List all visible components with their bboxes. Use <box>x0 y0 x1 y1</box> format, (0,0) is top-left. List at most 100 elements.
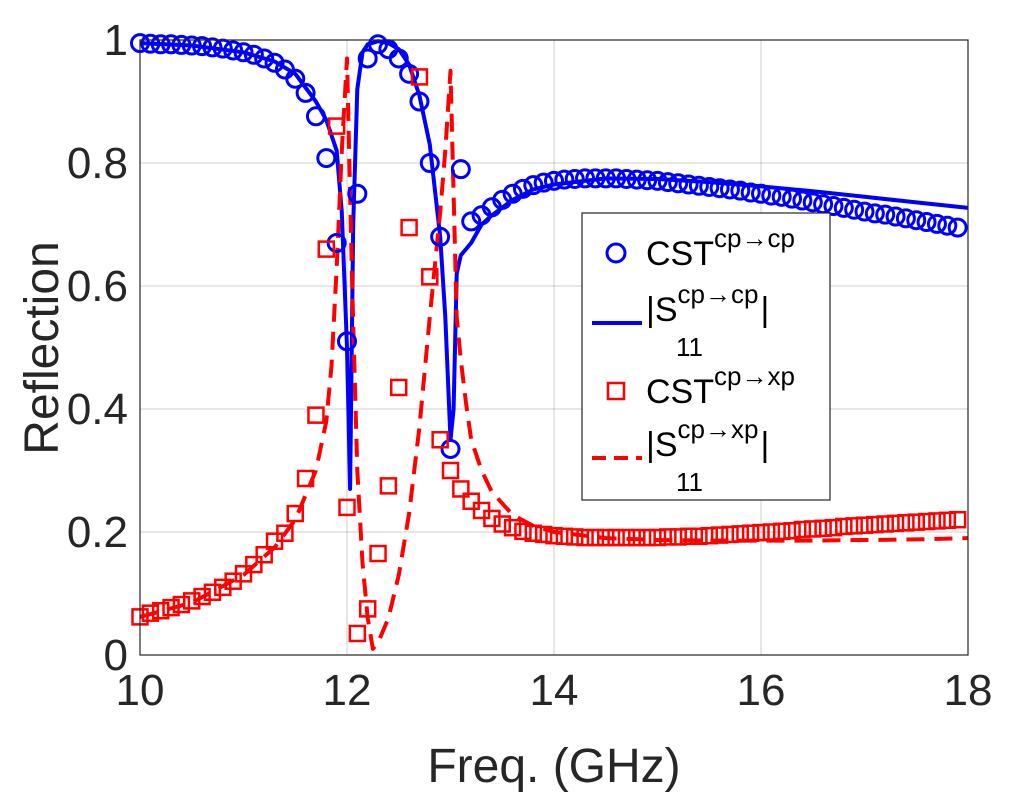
square-marker <box>690 527 708 546</box>
circle-marker <box>699 176 720 197</box>
circle-marker <box>523 175 544 196</box>
square-marker <box>462 492 480 510</box>
square-marker <box>648 528 667 547</box>
circle-marker <box>792 190 813 211</box>
square-marker <box>659 528 677 546</box>
legend-subscript-1: 11 <box>676 332 703 362</box>
circle-marker <box>771 186 792 207</box>
square-marker <box>607 528 625 547</box>
circle-marker <box>657 172 678 193</box>
square-marker <box>886 514 905 533</box>
square-marker <box>307 406 325 424</box>
circle-marker <box>719 179 740 200</box>
square-marker <box>762 523 781 541</box>
square-marker <box>214 578 232 597</box>
circle-marker <box>202 37 223 58</box>
circle-marker <box>688 175 709 196</box>
circle-marker <box>616 168 637 189</box>
square-marker <box>358 600 377 618</box>
circle-marker <box>937 215 958 236</box>
square-marker <box>555 527 574 546</box>
circle-marker <box>316 148 337 169</box>
square-marker <box>700 526 718 545</box>
square-marker <box>452 480 470 498</box>
circle-marker <box>305 106 326 127</box>
square-marker <box>493 515 511 533</box>
x-axis-title: Freq. (GHz) <box>427 740 680 793</box>
circle-marker <box>150 34 171 55</box>
legend-label-3: |Scp→xp| <box>646 414 769 464</box>
x-tick-label: 12 <box>323 666 372 715</box>
square-marker <box>741 524 760 542</box>
square-marker <box>545 526 563 545</box>
square-marker <box>897 514 915 532</box>
square-marker <box>141 604 160 622</box>
circle-marker <box>751 183 771 204</box>
circle-marker <box>564 168 585 189</box>
square-marker <box>845 517 863 535</box>
x-tick-label: 14 <box>530 666 579 715</box>
square-marker <box>410 68 429 86</box>
square-marker <box>731 525 750 543</box>
circle-marker <box>492 189 513 210</box>
circle-marker <box>181 35 202 56</box>
circle-marker <box>326 232 347 253</box>
square-marker <box>793 520 812 539</box>
square-marker <box>400 218 418 237</box>
square-marker <box>390 378 408 397</box>
square-marker <box>255 546 273 564</box>
square-marker <box>669 528 687 546</box>
circle-marker <box>264 52 285 73</box>
legend-label-1: |Scp→cp| <box>646 279 769 329</box>
square-marker <box>524 524 543 542</box>
y-tick-label: 0.8 <box>67 139 128 188</box>
square-marker <box>327 117 346 135</box>
circle-marker <box>140 33 161 54</box>
circle-marker <box>864 203 885 224</box>
y-tick-label: 0.2 <box>67 508 128 557</box>
circle-marker <box>916 212 937 233</box>
square-marker <box>534 525 553 544</box>
circle-marker <box>854 201 875 222</box>
circle-marker <box>430 226 451 247</box>
square-marker <box>917 512 936 531</box>
circle-marker <box>295 82 316 103</box>
circle-marker <box>585 168 606 189</box>
square-marker <box>296 469 315 488</box>
square-marker <box>628 528 646 547</box>
square-marker <box>772 522 791 541</box>
square-marker <box>752 523 770 542</box>
circle-marker <box>595 168 616 189</box>
square-marker <box>948 510 967 529</box>
circle-marker <box>409 91 430 112</box>
circle-marker <box>450 159 471 180</box>
square-marker <box>804 520 822 538</box>
square-marker <box>421 268 439 286</box>
legend-label-0: CSTcp→cp <box>646 223 795 273</box>
circle-marker <box>285 68 306 89</box>
x-tick-label: 16 <box>737 666 786 715</box>
series-line-3 <box>139 56 969 651</box>
circle-marker <box>544 170 564 191</box>
square-marker <box>814 519 832 538</box>
square-marker <box>565 528 584 546</box>
square-marker <box>431 431 449 449</box>
square-marker <box>348 624 367 643</box>
y-tick-label: 1 <box>104 16 128 65</box>
circle-marker <box>171 34 192 55</box>
square-marker <box>317 240 336 258</box>
square-marker <box>245 555 263 574</box>
circle-marker <box>833 197 854 218</box>
square-marker <box>514 522 532 541</box>
square-marker <box>193 587 211 606</box>
square-marker <box>172 595 191 614</box>
y-tick-label: 0.6 <box>67 262 128 311</box>
y-tick-label: 0.4 <box>67 385 128 434</box>
circle-marker <box>161 34 182 55</box>
legend-subscript-3: 11 <box>676 467 703 497</box>
x-tick-label: 18 <box>944 666 993 715</box>
plot-area-border <box>139 39 969 656</box>
circle-marker <box>875 204 896 225</box>
circle-marker <box>347 183 368 204</box>
